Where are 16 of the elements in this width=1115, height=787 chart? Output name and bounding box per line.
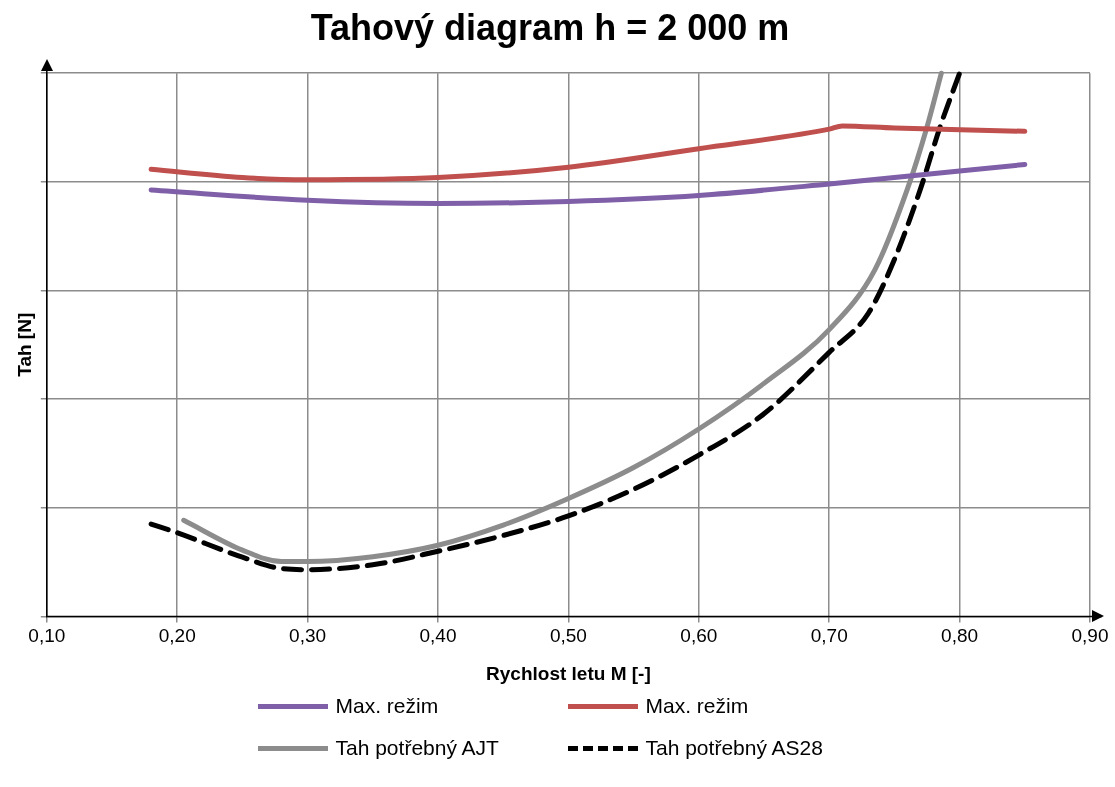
x-tick-label: 0,30 <box>289 625 327 647</box>
legend-label: Tah potřebný AJT <box>335 736 499 760</box>
y-axis-title: Tah [N] <box>13 312 35 377</box>
x-tick-label: 0,20 <box>158 625 196 647</box>
legend-label: Max. režim <box>645 694 749 718</box>
x-tick-label: 0,50 <box>549 625 587 647</box>
chart-title: Tahový diagram h = 2 000 m <box>310 6 790 48</box>
legend-label: Tah potřebný AS28 <box>645 736 823 760</box>
x-tick-label: 0,10 <box>28 625 66 647</box>
x-tick-label: 0,40 <box>419 625 457 647</box>
x-tick-label: 0,80 <box>941 625 979 647</box>
legend-label: Max. režim <box>335 694 439 718</box>
x-tick-label: 0,70 <box>810 625 848 647</box>
x-tick-label: 0,90 <box>1071 625 1109 647</box>
x-axis-title: Rychlost letu M [-] <box>486 662 651 684</box>
x-tick-label: 0,60 <box>680 625 718 647</box>
